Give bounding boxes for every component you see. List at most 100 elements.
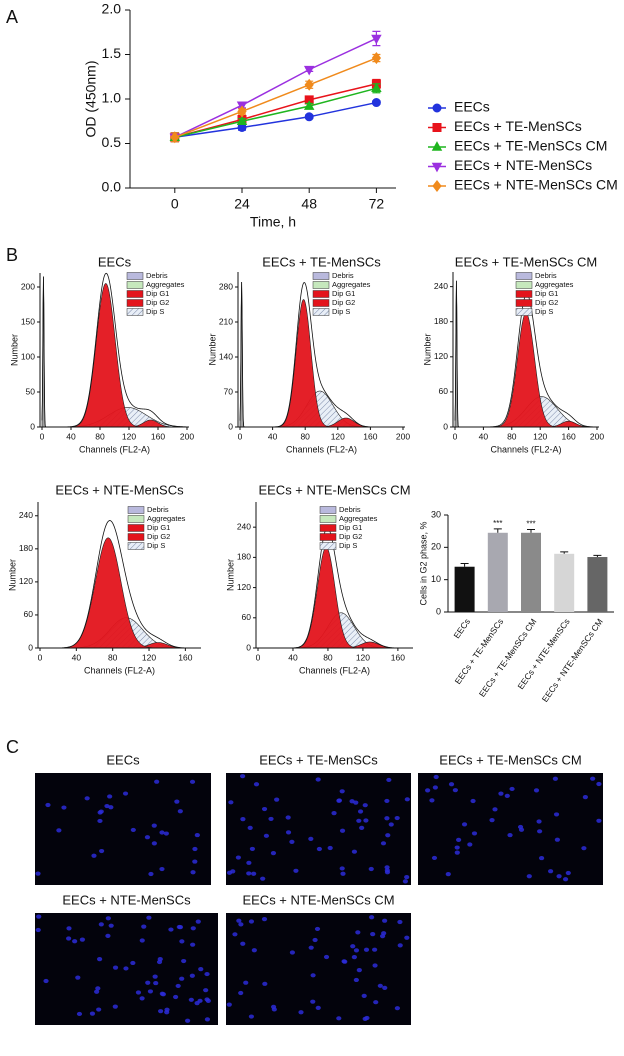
y-tick-label: 0 — [443, 421, 448, 431]
nucleus — [75, 975, 81, 980]
legend-swatch — [319, 542, 337, 550]
nucleus — [148, 871, 154, 877]
error-bar — [493, 528, 502, 533]
nucleus — [562, 877, 569, 882]
nucleus — [184, 1018, 191, 1023]
nucleus — [336, 1016, 342, 1021]
nucleus — [370, 932, 376, 937]
legend-label: EECs + TE-MenSCs — [454, 118, 582, 134]
nucleus — [384, 798, 390, 804]
legend-swatch — [126, 299, 144, 307]
nucleus — [504, 793, 510, 798]
marker — [304, 112, 314, 122]
nucleus — [261, 806, 268, 812]
nucleus — [298, 1010, 304, 1015]
nucleus — [552, 776, 559, 781]
legend-label: Debris — [535, 271, 557, 280]
legend-label: EECs + NTE-MenSCs — [454, 157, 592, 173]
legend-label: Dip G1 — [535, 289, 558, 298]
nucleus — [195, 919, 201, 924]
x-tick-label: 200 — [180, 431, 194, 441]
x-axis-label: Channels (FL2-A) — [79, 444, 150, 454]
nucleus — [285, 815, 291, 820]
nucleus — [363, 818, 369, 823]
nucleus — [349, 799, 355, 804]
y-tick-label: 120 — [19, 576, 33, 586]
nucleus — [249, 846, 256, 852]
nucleus — [526, 874, 532, 879]
nucleus — [251, 948, 257, 953]
nucleus — [189, 779, 196, 784]
nucleus — [404, 797, 410, 802]
image-title: EECs + TE-MenSCs CM — [439, 752, 581, 767]
legend-swatch — [312, 308, 330, 316]
nucleus — [314, 926, 321, 932]
nucleus — [97, 957, 103, 962]
nucleus — [177, 924, 184, 930]
nucleus — [204, 1017, 211, 1022]
nucleus — [248, 1014, 255, 1019]
nucleus — [153, 980, 159, 986]
legend-label: Dip G2 — [146, 298, 169, 307]
panel-label: B — [6, 245, 18, 265]
nucleus — [509, 786, 515, 792]
nucleus — [246, 871, 252, 876]
significance-label: *** — [526, 520, 535, 529]
nucleus — [188, 997, 194, 1002]
nucleus — [204, 971, 210, 977]
marker — [371, 98, 381, 108]
nucleus — [108, 923, 114, 928]
y-tick-label: 120 — [434, 351, 448, 361]
legend-label: Debris — [147, 505, 169, 514]
marker — [371, 52, 382, 65]
y-tick-label: 240 — [434, 281, 448, 291]
x-tick-label: 120 — [356, 652, 370, 662]
y-tick-label: 1.0 — [102, 90, 122, 106]
chart-title: EECs — [98, 254, 132, 269]
nucleus — [105, 916, 111, 921]
legend-label: Dip S — [147, 541, 165, 550]
nucleus — [123, 966, 129, 971]
nucleus — [236, 918, 242, 923]
nucleus — [35, 927, 41, 933]
marker — [432, 103, 442, 113]
bar — [587, 557, 608, 612]
nucleus — [315, 777, 321, 782]
x-axis-label: Channels (FL2-A) — [490, 444, 561, 454]
y-tick-label: 60 — [439, 386, 449, 396]
nucleus — [384, 865, 390, 870]
nucleus — [268, 816, 274, 822]
nucleus — [310, 973, 316, 978]
nucleus — [36, 914, 42, 919]
nucleus — [336, 798, 343, 803]
panel-label: C — [6, 737, 19, 757]
legend-label: Aggregates — [147, 514, 186, 523]
axis — [129, 10, 396, 189]
nucleus — [386, 777, 392, 783]
nucleus — [373, 1000, 379, 1005]
y-tick-label: 240 — [19, 510, 33, 520]
x-tick-label: 0 — [453, 431, 458, 441]
nucleus — [536, 819, 542, 824]
component-area — [273, 299, 335, 428]
y-tick-label: 0 — [28, 642, 33, 652]
nucleus — [154, 779, 160, 784]
nucleus — [293, 868, 299, 873]
x-tick-label: 48 — [301, 196, 317, 212]
legend-label: Dip S — [146, 307, 164, 316]
legend-swatch — [319, 524, 337, 532]
legend-label: Dip S — [332, 307, 350, 316]
y-tick-label: 240 — [237, 521, 251, 531]
marker — [371, 34, 382, 45]
nucleus — [243, 980, 249, 985]
nucleus — [99, 848, 105, 854]
nucleus — [247, 825, 253, 830]
y-tick-label: 70 — [224, 386, 234, 396]
x-tick-label: 80 — [95, 431, 105, 441]
y-tick-label: 10 — [431, 574, 441, 584]
nucleus — [397, 943, 403, 948]
x-tick-label: 160 — [178, 652, 192, 662]
legend-swatch — [515, 272, 533, 280]
nucleus — [339, 789, 345, 794]
